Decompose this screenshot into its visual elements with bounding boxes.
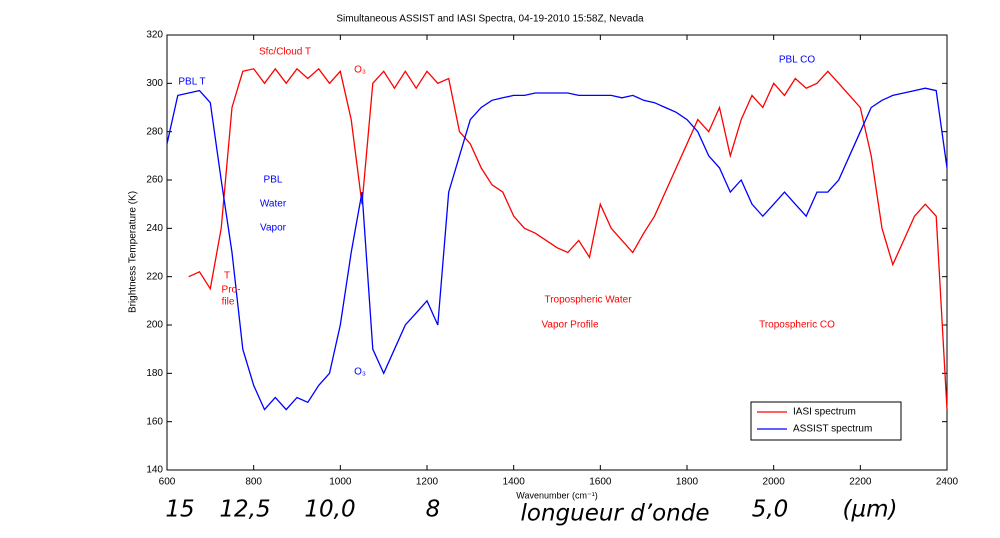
wavelength-label: 12,5 (219, 497, 270, 523)
y-tick-label: 220 (146, 271, 163, 282)
annotation: PBL T (178, 77, 205, 88)
x-tick-label: 600 (159, 477, 176, 488)
y-tick-label: 260 (146, 175, 163, 186)
annotation: O₃ (354, 65, 366, 76)
wavelength-label: (µm) (843, 497, 898, 523)
x-tick-label: 2400 (936, 477, 959, 488)
y-tick-label: 240 (146, 223, 163, 234)
annotation: O₃ (354, 367, 366, 378)
wavelength-label: 5,0 (752, 497, 789, 523)
legend-label: ASSIST spectrum (793, 424, 872, 435)
legend-box (750, 401, 902, 441)
x-tick-label: 1400 (503, 477, 526, 488)
x-axis-label: Wavenumber (cm⁻¹) (516, 490, 597, 500)
y-tick-label: 280 (146, 126, 163, 137)
wavelength-label: 8 (426, 497, 441, 523)
annotation: Water (260, 199, 287, 210)
spectrum-line (188, 67, 948, 410)
y-axis-label: Brightness Temperature (K) (128, 191, 139, 313)
spectrum-line (166, 87, 948, 411)
annotation: PBL (264, 175, 283, 186)
annotation: PBL CO (779, 55, 816, 66)
annotation: T (224, 271, 230, 282)
y-tick-label: 300 (146, 78, 163, 89)
wavelength-axis-label: longueur d’onde (520, 501, 709, 527)
y-tick-label: 160 (146, 416, 163, 427)
x-tick-label: 1800 (676, 477, 699, 488)
legend: IASI spectrum ASSIST spectrum (750, 401, 902, 441)
annotation: Sfc/Cloud T (259, 47, 311, 58)
x-tick-label: 2200 (849, 477, 872, 488)
annotation: Tropospheric CO (759, 320, 835, 331)
annotation: file (222, 297, 235, 308)
x-tick-label: 1000 (329, 477, 352, 488)
annotation: Vapor (260, 223, 287, 234)
plot-frame (166, 34, 948, 471)
x-tick-label: 1200 (416, 477, 439, 488)
x-tick-label: 800 (245, 477, 262, 488)
wavelength-label: 15 (165, 497, 194, 523)
x-tick-label: 1600 (589, 477, 612, 488)
y-tick-label: 140 (146, 465, 163, 476)
annotation: Pro- (222, 285, 241, 296)
annotation: Tropospheric Water (544, 295, 632, 306)
y-tick-label: 180 (146, 368, 163, 379)
y-tick-label: 320 (146, 30, 163, 41)
annotation: Vapor Profile (541, 320, 599, 331)
wavelength-label: 10,0 (304, 497, 355, 523)
y-tick-label: 200 (146, 320, 163, 331)
chart-title: Simultaneous ASSIST and IASI Spectra, 04… (336, 14, 644, 25)
legend-label: IASI spectrum (793, 407, 856, 418)
x-tick-label: 2000 (763, 477, 786, 488)
